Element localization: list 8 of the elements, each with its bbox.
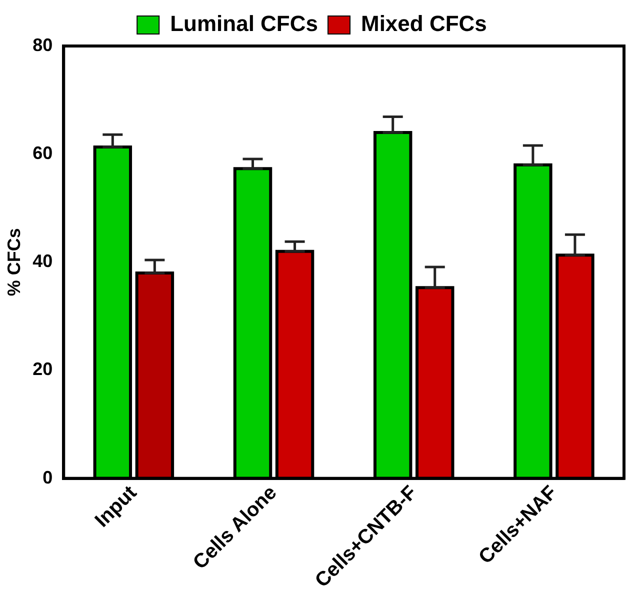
legend-label: Mixed CFCs: [360, 11, 487, 36]
y-tick-label: 40: [32, 251, 53, 272]
y-tick-label: 60: [32, 143, 53, 164]
y-tick-label: 20: [32, 359, 53, 380]
y-tick-label: 80: [32, 34, 53, 55]
y-axis-title: % CFCs: [4, 228, 24, 296]
y-tick-label: 0: [42, 467, 53, 488]
legend-label: Luminal CFCs: [170, 11, 318, 36]
